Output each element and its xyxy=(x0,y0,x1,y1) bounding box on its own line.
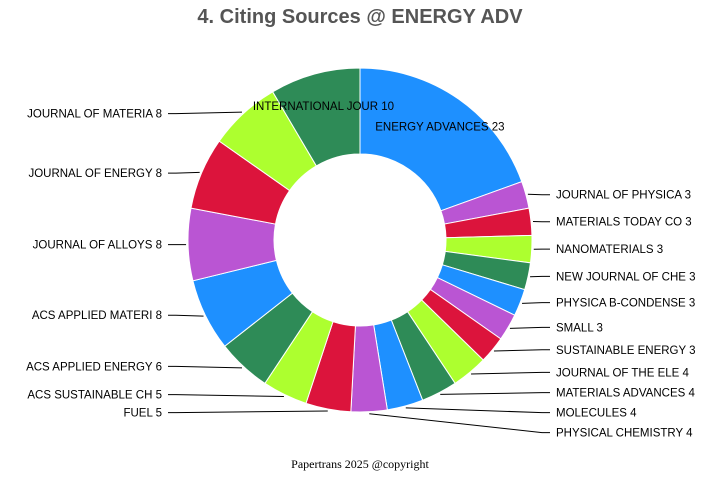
slice-label-small: SMALL 3 xyxy=(556,322,603,334)
slices xyxy=(187,67,533,413)
leader-line-acs-applied-materi xyxy=(168,314,204,317)
chart-title: 4. Citing Sources @ ENERGY ADV xyxy=(197,6,523,28)
slice-label-journal-of-materia: JOURNAL OF MATERIA 8 xyxy=(27,109,162,121)
leader-line-acs-applied-energy xyxy=(168,365,242,369)
slice-label-acs-applied-energy: ACS APPLIED ENERGY 6 xyxy=(26,361,162,373)
slice-label-physical-chemistry: PHYSICAL CHEMISTRY 4 xyxy=(556,428,693,440)
leader-line-molecules xyxy=(405,407,550,414)
leader-line-physical-chemistry xyxy=(369,413,550,434)
slice-label-molecules: MOLECULES 4 xyxy=(556,408,637,420)
slice-label-journal-of-the-ele: JOURNAL OF THE ELE 4 xyxy=(556,367,690,379)
slice-label-acs-applied-materi: ACS APPLIED MATERI 8 xyxy=(32,310,162,322)
slice-label-acs-sustainable-ch: ACS SUSTAINABLE CH 5 xyxy=(27,390,162,402)
slice-label-international-jour: INTERNATIONAL JOUR 10 xyxy=(253,101,394,113)
slice-label-materials-advances: MATERIALS ADVANCES 4 xyxy=(556,388,695,400)
slice-energy-advances xyxy=(359,67,523,212)
slice-international-jour xyxy=(271,67,361,167)
leader-line-small xyxy=(509,326,550,329)
slice-label-new-journal-of-che: NEW JOURNAL OF CHE 3 xyxy=(556,271,696,283)
leader-line-journal-of-physica xyxy=(527,193,550,196)
leader-lines xyxy=(168,111,550,434)
leader-line-fuel xyxy=(168,410,328,414)
slice-label-sustainable-energy: SUSTAINABLE ENERGY 3 xyxy=(556,345,696,357)
slice-label-nanomaterials: NANOMATERIALS 3 xyxy=(556,244,663,256)
leader-line-journal-of-materia xyxy=(168,111,242,115)
leader-line-sustainable-energy xyxy=(493,349,550,352)
slice-label-energy-advances: ENERGY ADVANCES 23 xyxy=(375,121,504,133)
slice-labels: ENERGY ADVANCES 23 INTERNATIONAL JOUR 10 J… xyxy=(26,101,695,440)
leader-line-physica-b-condense xyxy=(522,302,550,304)
slice-label-journal-of-physica: JOURNAL OF PHYSICA 3 xyxy=(556,190,691,202)
leader-line-journal-of-energy xyxy=(168,171,200,174)
slice-label-journal-of-energy: JOURNAL OF ENERGY 8 xyxy=(28,168,162,180)
slice-label-materials-today-co: MATERIALS TODAY CO 3 xyxy=(556,217,692,229)
slice-label-fuel: FUEL 5 xyxy=(123,408,162,420)
leader-line-journal-of-the-ele xyxy=(471,371,550,375)
copyright-footer: Papertrans 2025 @copyright xyxy=(291,457,429,471)
slice-label-journal-of-alloys: JOURNAL OF ALLOYS 8 xyxy=(33,240,162,252)
slice-label-physica-b-condense: PHYSICA B-CONDENSE 3 xyxy=(556,298,695,310)
leader-line-acs-sustainable-ch xyxy=(168,394,284,397)
leader-line-materials-advances xyxy=(440,392,550,395)
